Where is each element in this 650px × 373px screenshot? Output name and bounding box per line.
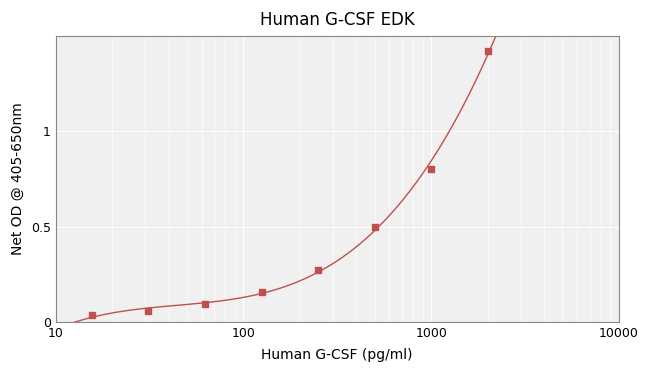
Point: [143, 308, 153, 314]
Point: [369, 223, 380, 229]
Point: [313, 267, 323, 273]
Point: [426, 166, 436, 172]
X-axis label: Human G-CSF (pg/ml): Human G-CSF (pg/ml): [261, 348, 413, 362]
Title: Human G-CSF EDK: Human G-CSF EDK: [260, 11, 415, 29]
Point: [86, 313, 97, 319]
Point: [200, 301, 210, 307]
Point: [482, 48, 493, 54]
Point: [256, 289, 266, 295]
Y-axis label: Net OD @ 405-650nm: Net OD @ 405-650nm: [11, 103, 25, 256]
